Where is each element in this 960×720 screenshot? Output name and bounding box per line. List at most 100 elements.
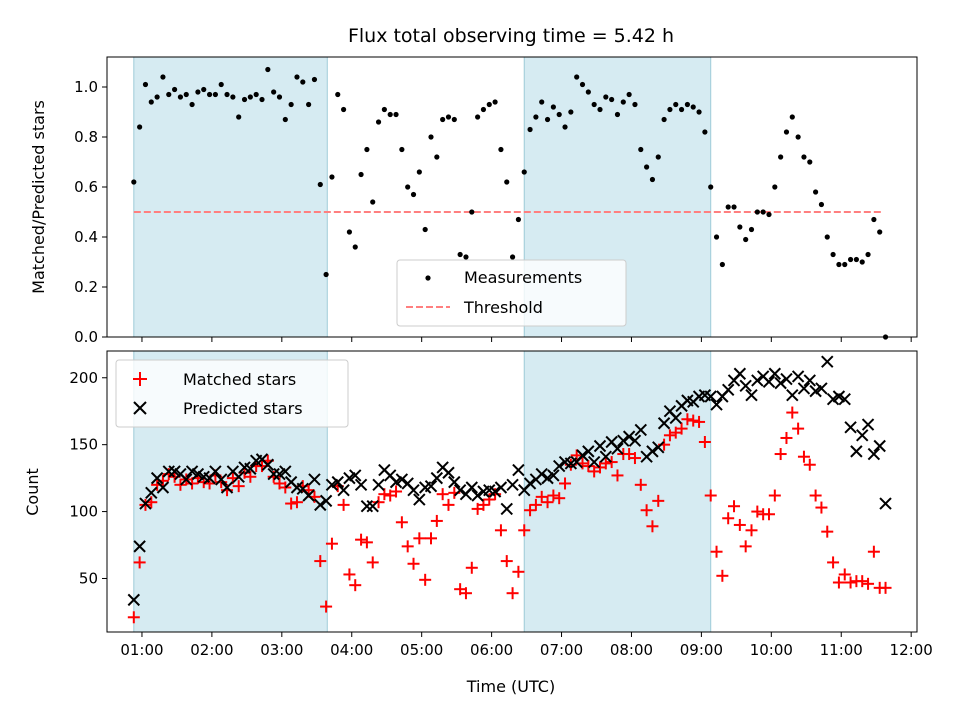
measurement-point: [364, 146, 370, 153]
matched-star-point: [430, 514, 443, 527]
matched-star-point: [390, 485, 403, 498]
measurement-point: [702, 129, 708, 135]
measurement-point: [218, 81, 224, 88]
predicted-star-point: [803, 374, 816, 387]
matched-star-point: [186, 477, 199, 490]
measurement-point: [422, 226, 428, 233]
matched-star-point: [343, 568, 356, 581]
x-tick-label: 08:00: [610, 641, 653, 659]
matched-star-point: [559, 477, 572, 490]
predicted-star-point: [582, 445, 595, 458]
legend-matched-label: Matched stars: [183, 370, 296, 389]
predicted-star-point: [576, 449, 589, 462]
measurement-point: [562, 124, 568, 130]
measurement-point: [206, 91, 213, 98]
predicted-star-point: [209, 465, 222, 478]
matched-star-point: [768, 489, 781, 502]
matched-star-point: [786, 406, 799, 419]
matched-star-point: [634, 478, 647, 491]
predicted-star-point: [762, 375, 776, 388]
chart-title: Flux total observing time = 5.42 h: [348, 25, 674, 47]
measurement-point: [603, 94, 609, 100]
measurement-point: [323, 271, 329, 278]
matched-star-point: [372, 496, 385, 509]
predicted-star-point: [815, 382, 828, 395]
predicted-star-point: [267, 467, 280, 481]
matched-star-point: [360, 536, 373, 549]
predicted-star-point: [139, 497, 152, 510]
shaded-interval-1: [523, 350, 712, 633]
matched-star-point: [512, 565, 525, 578]
measurement-point: [416, 169, 422, 175]
matched-star-point: [821, 525, 834, 538]
top-axes-frame: [106, 56, 918, 338]
matched-star-point: [395, 516, 408, 529]
measurement-point: [544, 116, 551, 123]
predicted-star-point: [821, 355, 834, 368]
predicted-star-point: [354, 478, 368, 492]
matched-star-point: [867, 545, 880, 558]
matched-star-point: [681, 413, 694, 426]
predicted-star-point: [850, 445, 863, 458]
matched-star-point: [413, 532, 426, 545]
measurement-point: [842, 261, 848, 268]
predicted-star-point: [867, 447, 881, 461]
measurement-point: [253, 91, 259, 98]
measurement-point: [195, 89, 201, 95]
measurement-point: [649, 176, 656, 183]
top-shaded-intervals: [133, 56, 712, 338]
measurement-point: [137, 124, 143, 130]
predicted-star-point: [395, 473, 409, 486]
measurement-point: [713, 234, 720, 240]
matched-star-point: [698, 435, 711, 448]
measurement-point: [708, 184, 714, 190]
measurement-point: [626, 91, 632, 98]
matched-star-point: [477, 498, 490, 511]
matched-star-point: [739, 540, 752, 553]
predicted-star-point: [512, 463, 525, 477]
matched-star-point: [290, 496, 303, 509]
matched-star-point: [879, 581, 892, 594]
measurement-point: [201, 86, 207, 93]
y-tick-label: 0.4: [74, 228, 98, 246]
predicted-star-point: [617, 434, 630, 447]
predicted-stars-points: [127, 355, 892, 607]
measurement-point: [142, 81, 149, 88]
matched-star-point: [541, 496, 554, 509]
predicted-star-point: [523, 477, 537, 490]
measurement-point: [387, 111, 393, 118]
measurement-point: [375, 119, 382, 125]
matched-star-point: [745, 524, 758, 537]
measurement-point: [783, 129, 790, 135]
measurement-point: [614, 111, 621, 118]
predicted-star-point: [261, 458, 275, 471]
y-tick-label: 0.8: [74, 128, 98, 146]
bottom-x-ticks: 01:00 02:00 03:00 04:00 05:00 06:00 07:00 08:00…: [120, 632, 933, 659]
predicted-star-point: [453, 483, 467, 497]
measurement-point: [754, 209, 760, 215]
legend-predicted-label: Predicted stars: [183, 399, 303, 418]
matched-star-point: [285, 497, 298, 510]
matched-star-point: [611, 469, 624, 482]
measurement-point: [644, 164, 650, 170]
predicted-star-point: [372, 478, 385, 492]
matched-star-point: [599, 457, 612, 470]
predicted-star-point: [244, 462, 257, 475]
predicted-star-point: [308, 473, 321, 486]
matched-star-point: [244, 470, 257, 483]
x-tick-label: 12:00: [890, 641, 933, 659]
bottom-y-ticks: 50 100 150 200: [69, 369, 107, 587]
matched-star-point: [693, 415, 706, 428]
matched-star-point: [582, 460, 595, 473]
predicted-star-point: [593, 439, 607, 453]
legend-predicted-marker: [133, 401, 147, 415]
measurements-points: [131, 66, 889, 340]
measurement-point: [684, 101, 691, 108]
measurement-point: [556, 111, 562, 118]
measurement-point: [719, 261, 725, 268]
predicted-star-point: [646, 445, 659, 458]
predicted-star-point: [500, 502, 513, 516]
x-tick-label: 04:00: [330, 641, 373, 659]
predicted-star-point: [873, 439, 886, 453]
